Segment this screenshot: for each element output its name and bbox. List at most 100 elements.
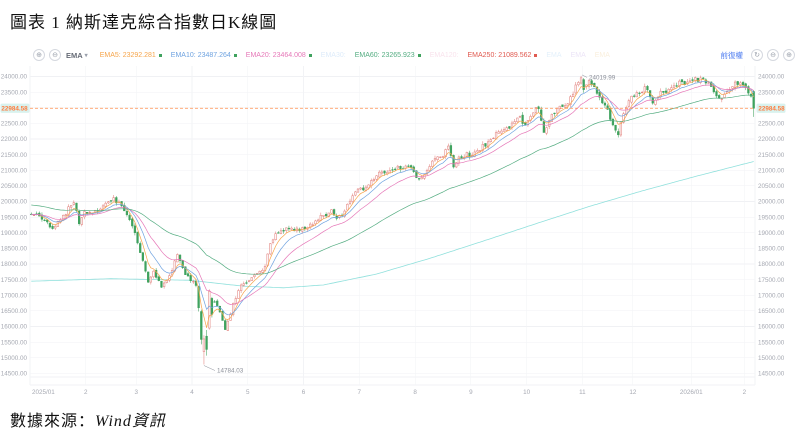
- svg-text:4: 4: [190, 389, 194, 396]
- indicator-label: EMA: [66, 50, 83, 60]
- legend-item[interactable]: EMA60: 23265.923: [355, 52, 421, 59]
- legend-item-marker: [417, 53, 421, 57]
- svg-text:15500.00: 15500.00: [758, 339, 785, 346]
- svg-text:16000.00: 16000.00: [758, 324, 785, 331]
- legend-item[interactable]: EMA: [595, 52, 610, 59]
- legend-item-value: 21089.562: [498, 51, 532, 59]
- svg-text:21500.00: 21500.00: [758, 152, 785, 159]
- report-page: 圖表 1 納斯達克綜合指數日K線圖 ⊕ ⊖ EMA ▾ EMA5: 23292.28…: [0, 8, 803, 431]
- legend-item[interactable]: EMA250: 21089.562: [468, 52, 538, 59]
- ema-legend: EMA5: 23292.281 EMA10: 23487.264 EMA20: 23464…: [100, 52, 610, 59]
- zoom-out-icon[interactable]: ⊖: [49, 49, 61, 61]
- legend-item-label: EMA120:: [429, 51, 459, 59]
- svg-text:20500.00: 20500.00: [758, 183, 785, 190]
- legend-item-label: EMA: [570, 51, 586, 59]
- svg-text:23500.00: 23500.00: [758, 89, 785, 96]
- svg-text:12: 12: [629, 389, 637, 396]
- svg-text:16500.00: 16500.00: [1, 308, 28, 315]
- legend-item-label: EMA60:: [354, 51, 380, 59]
- legend-item-label: EMA20:: [245, 51, 271, 59]
- svg-text:19000.00: 19000.00: [1, 230, 28, 237]
- legend-item[interactable]: EMA5: 23292.281: [100, 52, 162, 59]
- svg-text:2: 2: [84, 389, 88, 396]
- svg-text:17000.00: 17000.00: [1, 292, 28, 299]
- legend-item-marker: [233, 53, 237, 57]
- legend-item-label: EMA250:: [467, 51, 497, 59]
- svg-text:17500.00: 17500.00: [1, 277, 28, 284]
- adjust-mode-link[interactable]: 前復權: [720, 50, 744, 60]
- svg-text:18500.00: 18500.00: [1, 246, 28, 253]
- legend-item-marker: [308, 53, 312, 57]
- svg-text:19500.00: 19500.00: [758, 214, 785, 221]
- svg-text:22984.58: 22984.58: [758, 106, 785, 113]
- legend-item-label: EMA5:: [99, 51, 121, 59]
- svg-text:21000.00: 21000.00: [758, 167, 785, 174]
- svg-text:19000.00: 19000.00: [758, 230, 785, 237]
- legend-item-value: 23487.264: [197, 51, 231, 59]
- svg-text:22500.00: 22500.00: [758, 121, 785, 128]
- data-source: 數據來源：Wind資訊: [10, 407, 166, 431]
- legend-item-value: 23265.923: [381, 51, 415, 59]
- toolbar-right-group: 前復權 ↻ ⊖ ⊕: [720, 49, 795, 61]
- data-source-label: 數據來源：: [10, 413, 96, 430]
- svg-text:8: 8: [413, 389, 417, 396]
- svg-text:6: 6: [302, 389, 306, 396]
- legend-item[interactable]: EMA10: 23487.264: [171, 52, 237, 59]
- legend-item[interactable]: EMA120:: [430, 52, 459, 59]
- svg-text:9: 9: [469, 389, 473, 396]
- svg-text:18000.00: 18000.00: [758, 261, 785, 268]
- svg-text:11: 11: [579, 389, 586, 396]
- toolbar-right-icons: ↻ ⊖ ⊕: [751, 49, 795, 61]
- refresh-icon[interactable]: ↻: [751, 49, 763, 61]
- legend-item-label: EMA: [594, 51, 610, 59]
- svg-text:20000.00: 20000.00: [758, 199, 785, 206]
- zoom-out-icon[interactable]: ⊖: [767, 49, 779, 61]
- svg-text:16000.00: 16000.00: [1, 324, 28, 331]
- svg-text:17000.00: 17000.00: [758, 292, 785, 299]
- svg-text:2025/01: 2025/01: [32, 389, 55, 396]
- svg-text:21500.00: 21500.00: [1, 152, 28, 159]
- svg-text:21000.00: 21000.00: [1, 167, 28, 174]
- svg-text:5: 5: [246, 389, 250, 396]
- legend-item-label: EMA10:: [170, 51, 196, 59]
- svg-text:24000.00: 24000.00: [758, 74, 785, 81]
- data-source-name: Wind資訊: [95, 413, 166, 430]
- svg-text:3: 3: [134, 389, 138, 396]
- indicator-dropdown[interactable]: EMA ▾: [66, 51, 88, 60]
- legend-item-value: 23292.281: [122, 51, 156, 59]
- svg-text:14500.00: 14500.00: [1, 371, 28, 378]
- svg-text:20500.00: 20500.00: [1, 183, 28, 190]
- svg-text:22000.00: 22000.00: [758, 136, 785, 143]
- svg-text:15000.00: 15000.00: [1, 355, 28, 362]
- legend-item-label: EMA30:: [320, 51, 346, 59]
- legend-item-label: EMA: [546, 51, 562, 59]
- legend-item-value: 23464.008: [272, 51, 306, 59]
- legend-item[interactable]: EMA: [571, 52, 586, 59]
- svg-text:15500.00: 15500.00: [1, 339, 28, 346]
- svg-text:23500.00: 23500.00: [1, 89, 28, 96]
- kline-chart-widget: ⊕ ⊖ EMA ▾ EMA5: 23292.281 EMA10: 23487.264 EM…: [0, 46, 803, 402]
- svg-text:15000.00: 15000.00: [758, 355, 785, 362]
- svg-text:18500.00: 18500.00: [758, 246, 785, 253]
- zoom-in-icon[interactable]: ⊕: [783, 49, 795, 61]
- svg-text:10: 10: [523, 389, 531, 396]
- svg-text:2: 2: [743, 389, 747, 396]
- svg-text:19500.00: 19500.00: [1, 214, 28, 221]
- svg-text:17500.00: 17500.00: [758, 277, 785, 284]
- legend-item[interactable]: EMA30:: [321, 52, 346, 59]
- legend-item[interactable]: EMA20: 23464.008: [246, 52, 312, 59]
- svg-text:16500.00: 16500.00: [758, 308, 785, 315]
- chevron-down-icon: ▾: [84, 52, 88, 59]
- zoom-in-icon[interactable]: ⊕: [33, 49, 45, 61]
- svg-text:2026/01: 2026/01: [680, 389, 703, 396]
- svg-text:22984.58: 22984.58: [1, 106, 28, 113]
- legend-item[interactable]: EMA: [546, 52, 561, 59]
- toolbar-left-group: ⊕ ⊖ EMA ▾ EMA5: 23292.281 EMA10: 23487.264 EM…: [33, 49, 610, 61]
- svg-text:22500.00: 22500.00: [1, 121, 28, 128]
- svg-text:14784.03: 14784.03: [217, 368, 244, 375]
- kline-chart-canvas[interactable]: 24000.0024000.0023500.0023500.0023000.00…: [0, 64, 803, 400]
- legend-item-marker: [158, 53, 162, 57]
- figure-title: 圖表 1 納斯達克綜合指數日K線圖: [10, 13, 278, 32]
- chart-plot-area[interactable]: 24000.0024000.0023500.0023500.0023000.00…: [0, 64, 803, 400]
- svg-text:14500.00: 14500.00: [758, 371, 785, 378]
